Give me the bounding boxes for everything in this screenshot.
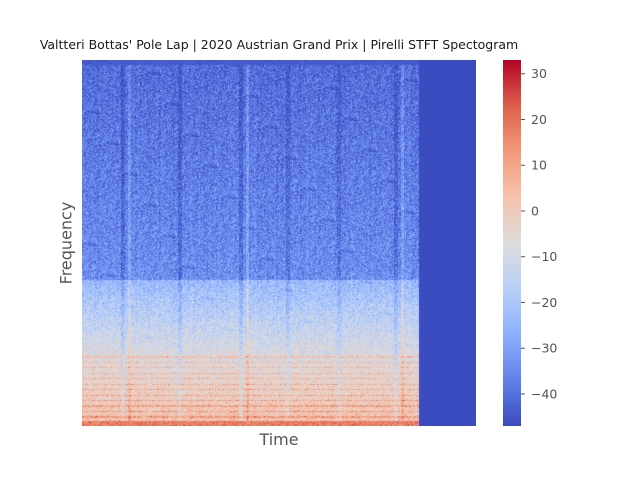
- colorbar-tick-label: −10: [531, 249, 557, 264]
- x-axis-label: Time: [259, 430, 299, 449]
- chart-title: Valtteri Bottas' Pole Lap | 2020 Austria…: [39, 37, 519, 52]
- colorbar-tick-label: 10: [531, 158, 547, 173]
- colorbar-tick-label: −30: [531, 341, 557, 356]
- colorbar-tick-label: 30: [531, 66, 547, 81]
- colorbar-tick-label: 20: [531, 112, 547, 127]
- y-axis-label: Frequency: [56, 201, 76, 285]
- spectrogram-heatmap: [82, 60, 476, 426]
- colorbar: [503, 60, 521, 426]
- colorbar-tick-label: −40: [531, 386, 557, 401]
- colorbar-tick-label: −20: [531, 295, 557, 310]
- colorbar-tick-label: 0: [531, 203, 539, 218]
